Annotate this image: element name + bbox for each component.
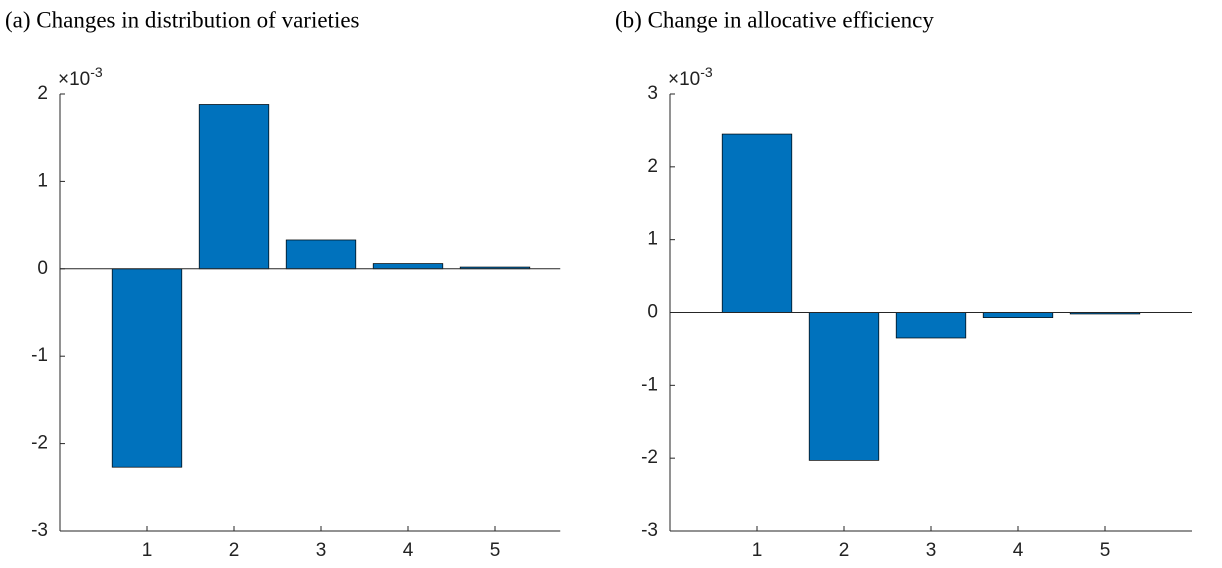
x-tick-label: 1: [142, 540, 153, 561]
x-tick-label: 3: [926, 540, 937, 561]
y-exponent-power: -3: [90, 64, 103, 80]
bar: [198, 104, 270, 270]
bar: [808, 312, 880, 461]
x-tick-label: 2: [839, 540, 850, 561]
y-tick-label: 3: [647, 83, 658, 104]
y-exponent-base: ×10: [668, 69, 700, 90]
y-tick-label: -1: [31, 345, 48, 366]
y-exponent-power: -3: [700, 64, 713, 80]
chart-title: (a) Changes in distribution of varieties: [5, 7, 360, 32]
x-tick-label: 5: [1100, 540, 1111, 561]
y-tick-label: 1: [647, 229, 658, 250]
y-tick-label: -3: [641, 520, 658, 541]
x-tick-label: 5: [490, 540, 501, 561]
chart-title: (b) Change in allocative efficiency: [615, 7, 934, 32]
y-tick-label: -2: [31, 433, 48, 454]
y-tick-label: -1: [641, 374, 658, 395]
bar: [721, 133, 793, 313]
bar: [111, 268, 183, 468]
y-exponent: ×10-3: [58, 64, 103, 90]
bar: [982, 312, 1054, 318]
bar: [285, 239, 357, 270]
y-tick-label: 0: [647, 302, 658, 323]
x-tick-label: 4: [1013, 540, 1024, 561]
y-exponent: ×10-3: [668, 64, 713, 90]
x-tick-label: 1: [752, 540, 763, 561]
bar: [372, 263, 444, 270]
y-tick-label: 2: [647, 156, 658, 177]
y-tick-label: -3: [31, 520, 48, 541]
x-tick-label: 4: [403, 540, 414, 561]
y-tick-label: -2: [641, 447, 658, 468]
x-tick-label: 2: [229, 540, 240, 561]
x-tick-label: 3: [316, 540, 327, 561]
y-tick-label: 0: [37, 258, 48, 279]
bar: [895, 312, 967, 339]
y-tick-label: 1: [37, 170, 48, 191]
y-tick-label: 2: [37, 83, 48, 104]
y-exponent-base: ×10: [58, 69, 90, 90]
